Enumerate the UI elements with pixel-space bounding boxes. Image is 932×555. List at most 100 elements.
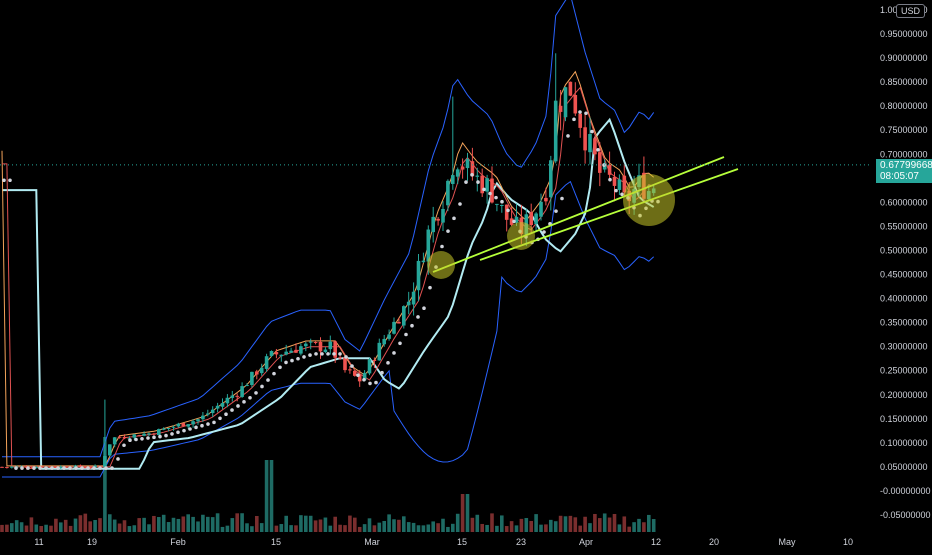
volume-bar [245, 523, 249, 532]
candle [392, 317, 396, 335]
ema-dot [614, 188, 618, 193]
volume-bar [451, 523, 455, 532]
candle-body [534, 213, 538, 225]
candle-body [284, 351, 288, 355]
candle-body [563, 87, 568, 118]
ema-dot [344, 355, 348, 359]
volume-bar [0, 524, 4, 532]
candle [210, 406, 215, 418]
y-tick-label: 0.05000000 [880, 462, 928, 472]
ema-dot [314, 352, 318, 356]
highlight-circle [623, 174, 675, 226]
ema-dot [272, 371, 276, 376]
ema-dot [596, 147, 600, 152]
candle [558, 90, 563, 131]
volume-bar [343, 525, 347, 532]
volume-bar [323, 517, 328, 532]
ema-dot [2, 178, 6, 183]
ema-dot [620, 192, 624, 197]
candle-body [34, 467, 39, 469]
candle [10, 466, 14, 469]
candle [563, 86, 568, 122]
candle-body [382, 338, 386, 345]
volume-bar [642, 522, 646, 532]
volume-bar [225, 525, 230, 532]
candle-body [397, 321, 401, 324]
candle-body [235, 395, 239, 397]
candle [455, 167, 460, 185]
ema-dot [590, 129, 594, 134]
volume-bar [230, 518, 235, 532]
y-tick-label: 0.25000000 [880, 366, 928, 376]
volume-bar [279, 524, 284, 532]
ema-dot [68, 466, 72, 470]
candle-body [431, 216, 435, 233]
candle-body [83, 467, 88, 469]
candle [279, 354, 284, 362]
ema-dot [608, 177, 612, 182]
price-axis: 0.95000000 0.90000000 0.85000000 0.80000000… [880, 5, 931, 520]
volume-bar [578, 525, 582, 532]
candle-body [215, 405, 220, 409]
ema-dot [236, 404, 240, 408]
volume-bar [490, 513, 494, 532]
volume-bar [553, 521, 558, 532]
currency-badge[interactable]: USD [896, 4, 926, 18]
ema-dot [332, 352, 336, 356]
volume-bar [524, 518, 529, 532]
candle [181, 422, 186, 427]
candle-body [201, 415, 205, 420]
ema-dot [482, 187, 486, 192]
candle [387, 329, 391, 341]
candle [593, 136, 597, 161]
candle-body [318, 341, 323, 352]
candle-body [485, 178, 489, 192]
y-tick-label: 0.35000000 [880, 318, 928, 328]
candle-body [206, 413, 210, 415]
ema-dot [464, 180, 468, 184]
ema-dot [572, 117, 576, 122]
highlight-circle [507, 222, 535, 250]
volume-bar [573, 517, 578, 532]
candle [573, 82, 578, 116]
volume-bar [534, 514, 538, 532]
volume-bar [455, 513, 460, 532]
candle-body [147, 433, 151, 435]
y-tick-label: 0.75000000 [880, 125, 928, 135]
ema-dot [386, 361, 390, 365]
x-tick-label: 12 [651, 537, 661, 547]
volume-bar [10, 523, 14, 532]
candle [509, 207, 514, 227]
candle [553, 53, 558, 164]
ema-dot [380, 370, 384, 375]
candle-body [612, 176, 617, 186]
ema-dot [278, 365, 282, 370]
ema-dot [416, 315, 420, 319]
candle-body [108, 444, 112, 456]
candle-body [259, 367, 264, 374]
candle-body [186, 424, 190, 427]
volume-bar [93, 519, 97, 532]
candle [313, 341, 318, 345]
volume-bar [147, 524, 151, 532]
volume-bar [421, 525, 426, 532]
volume-bar [137, 518, 141, 532]
candle-body [240, 386, 244, 397]
volume-bar [382, 520, 386, 532]
candle-body [220, 403, 225, 407]
volume-bar [460, 494, 465, 532]
candle [583, 113, 587, 164]
candle [446, 179, 450, 212]
candle-body [191, 421, 195, 425]
channel-upper [432, 156, 725, 273]
volume-bar [465, 494, 470, 532]
candle-body [367, 359, 372, 374]
candle [421, 252, 426, 263]
volume-bar [14, 520, 19, 532]
candle-body [328, 341, 333, 350]
candle-body [617, 179, 622, 190]
candle-body [588, 134, 592, 153]
ema-dot [368, 381, 372, 386]
